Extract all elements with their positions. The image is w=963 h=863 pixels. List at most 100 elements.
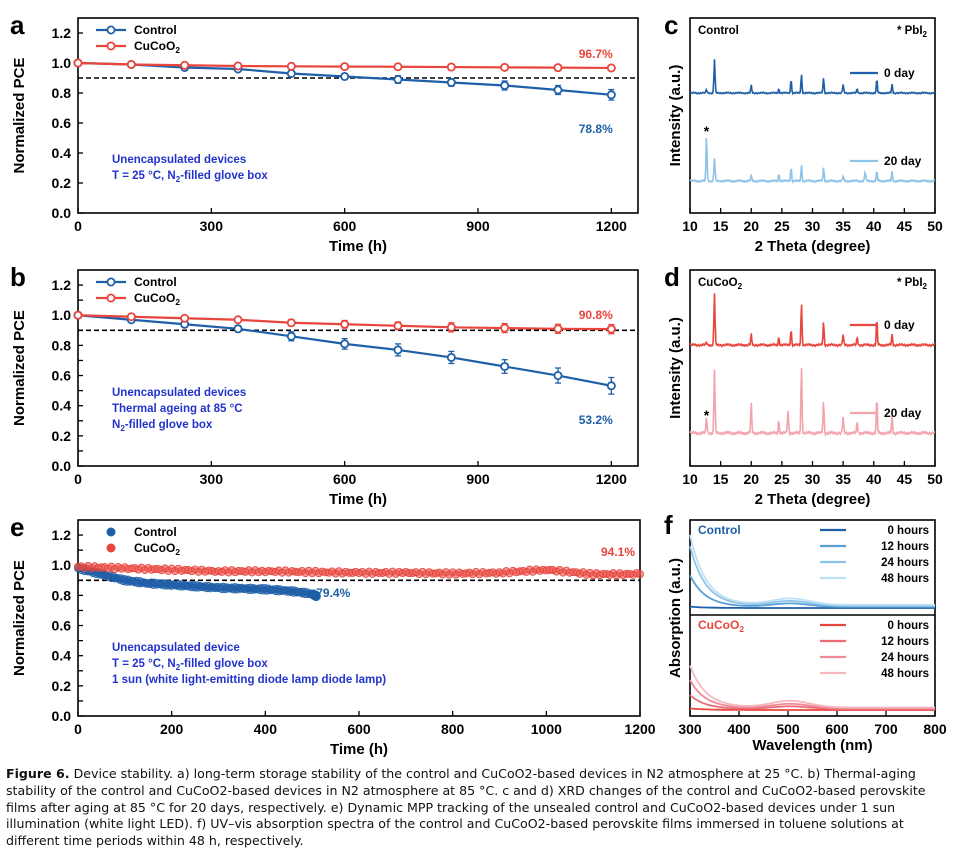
- data-point: [340, 339, 350, 349]
- plot-frame: [689, 17, 936, 214]
- x-tick-label: 15: [713, 471, 729, 487]
- data-point: [606, 63, 616, 73]
- x-tick-label: 500: [776, 721, 800, 737]
- data-point: [553, 63, 563, 73]
- data-point: [126, 312, 136, 322]
- xrd-pattern-1: [689, 367, 936, 437]
- annotation-control: 79.4%: [316, 586, 350, 600]
- y-tick-label: 1.2: [52, 25, 72, 41]
- data-point: [312, 592, 321, 601]
- plot-frame: [689, 519, 936, 717]
- legend-label: 0 hours: [887, 620, 929, 632]
- panel-title: CuCoO2​: [698, 277, 743, 291]
- annotation-cucoo2: 90.8%: [579, 308, 613, 322]
- xrd-pattern-1: [689, 138, 936, 184]
- x-tick-label: 35: [835, 471, 851, 487]
- x-tick-label: 10: [682, 471, 698, 487]
- legend-label: 0 hours: [887, 525, 929, 537]
- y-tick-label: 0.6: [52, 115, 72, 131]
- legend-marker: [106, 25, 116, 35]
- note-line: Thermal ageing at 85 °C: [112, 403, 243, 415]
- data-point: [340, 62, 350, 72]
- data-point: [446, 62, 456, 72]
- x-axis-label: Wavelength (nm): [752, 737, 872, 754]
- panel-f: f 300 400 500 600 700 800 Wavelength (nm) Absorp…: [664, 510, 947, 754]
- x-tick-label: 25: [774, 471, 790, 487]
- plot-frame: [689, 269, 936, 467]
- legend-label: 24 hours: [881, 557, 929, 569]
- x-tick-label: 1200: [596, 471, 627, 487]
- data-point: [500, 323, 510, 333]
- panel-a: a 0.0 0.2 0.4 0.6 0.8 1.0 1.2 0 300 600 900 1200 Time…: [10, 10, 639, 255]
- y-axis-label: Normalized PCE: [11, 58, 28, 174]
- y-tick-label: 0.6: [52, 618, 72, 634]
- data-point: [393, 321, 403, 331]
- data-point: [233, 61, 243, 71]
- plot-frame: [77, 17, 639, 214]
- y-tick-label: 0.4: [52, 398, 72, 414]
- legend-marker: [106, 293, 116, 303]
- x-axis-label: Time (h): [329, 238, 387, 255]
- data-point: [73, 58, 83, 68]
- y-axis-label: Normalized PCE: [11, 310, 28, 426]
- legend-label: 12 hours: [881, 636, 929, 648]
- pbi2-asterisk: *: [704, 407, 710, 423]
- x-tick-label: 25: [774, 218, 790, 234]
- annotation-control: 78.8%: [579, 122, 613, 136]
- data-point: [606, 381, 616, 391]
- x-tick-label: 900: [466, 218, 490, 234]
- data-point: [233, 315, 243, 325]
- data-point: [500, 361, 510, 371]
- x-tick-label: 15: [713, 218, 729, 234]
- series-CuCoO2: [74, 561, 645, 580]
- data-point: [73, 310, 83, 320]
- x-tick-label: 50: [927, 471, 943, 487]
- data-point: [446, 78, 456, 88]
- subplot-title: Control: [698, 523, 741, 537]
- data-point: [446, 352, 456, 362]
- data-point: [636, 570, 645, 579]
- x-tick-label: 600: [333, 218, 357, 234]
- panel-d: d CuCoO2​ * PbI2​ 10 15 20 25 30 35 40 45 50 2 Theta…: [664, 262, 943, 508]
- data-point: [126, 60, 136, 70]
- xrd-pattern-0: [689, 293, 936, 349]
- data-point: [500, 62, 510, 72]
- legend-marker: [106, 277, 116, 287]
- y-tick-label: 0.8: [52, 337, 72, 353]
- x-tick-label: 1200: [624, 721, 655, 737]
- panel-c: c Control * PbI2​ 10 15 20 25 30 35 40 45 50 2 Theta…: [664, 10, 943, 255]
- panel-label: d: [664, 262, 680, 292]
- data-point: [286, 61, 296, 71]
- x-tick-label: 700: [874, 721, 898, 737]
- y-axis-label: Absorption (a.u.): [667, 558, 684, 678]
- data-point: [393, 345, 403, 355]
- x-tick-label: 50: [927, 218, 943, 234]
- legend-label: 20 day: [884, 406, 922, 420]
- panel-label: c: [664, 10, 678, 40]
- legend-label: 24 hours: [881, 652, 929, 664]
- x-tick-label: 40: [866, 471, 882, 487]
- x-tick-label: 400: [727, 721, 751, 737]
- y-tick-label: 0.2: [52, 175, 72, 191]
- legend-label: Control: [134, 275, 177, 289]
- data-point: [180, 313, 190, 323]
- x-tick-label: 300: [678, 721, 702, 737]
- x-tick-label: 0: [74, 471, 82, 487]
- y-tick-label: 1.2: [52, 527, 72, 543]
- series-CuCoO2: [73, 58, 616, 73]
- y-tick-label: 0.8: [52, 85, 72, 101]
- absorption-curve: [689, 574, 935, 608]
- pbi2-asterisk: *: [704, 123, 710, 139]
- data-point: [553, 85, 563, 95]
- x-tick-label: 400: [254, 721, 278, 737]
- data-point: [606, 90, 616, 100]
- data-point: [500, 81, 510, 91]
- x-tick-label: 30: [805, 471, 821, 487]
- legend-label: 48 hours: [881, 668, 929, 680]
- plot-frame: [77, 269, 639, 467]
- data-point: [446, 322, 456, 332]
- legend-label: 20 day: [884, 154, 922, 168]
- x-tick-label: 45: [897, 218, 913, 234]
- data-point: [233, 324, 243, 334]
- y-tick-label: 0.0: [52, 708, 72, 724]
